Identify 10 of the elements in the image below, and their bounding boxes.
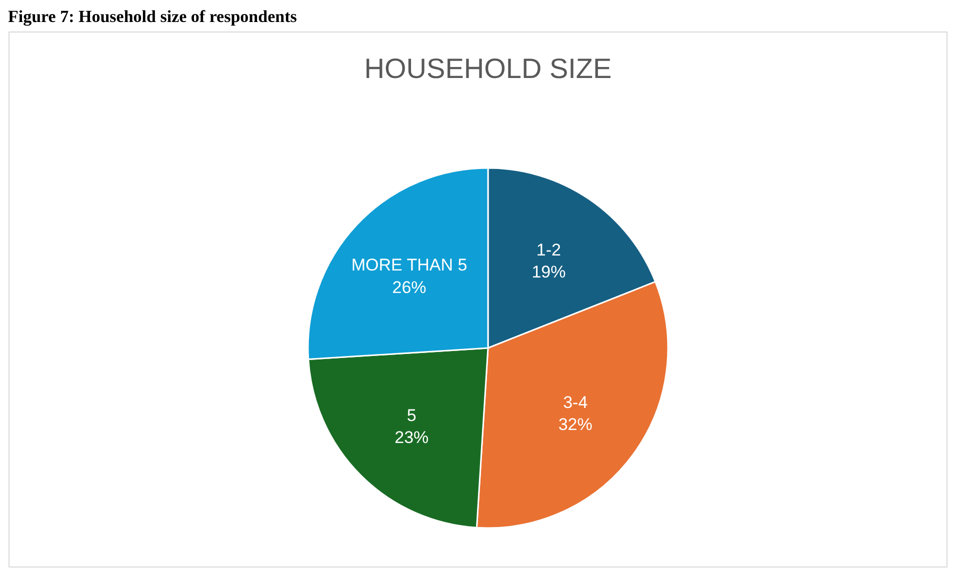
data-label: 19% (532, 262, 566, 282)
slice-label: 1-2 (536, 240, 561, 260)
slice-label: 3-4 (563, 393, 588, 412)
data-label: 32% (558, 415, 592, 434)
slice-label: MORE THAN 5 (351, 256, 468, 275)
data-label: 23% (394, 428, 429, 448)
data-label: 26% (392, 278, 426, 297)
chart-title: HOUSEHOLD SIZE (364, 53, 612, 84)
slice-label: 5 (406, 406, 416, 425)
caption: Figure 7: Household size of respondents (8, 7, 298, 26)
